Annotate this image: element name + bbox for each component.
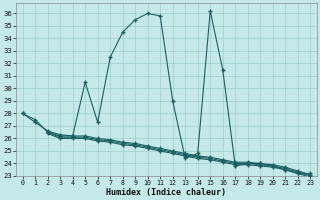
X-axis label: Humidex (Indice chaleur): Humidex (Indice chaleur) [107, 188, 227, 197]
